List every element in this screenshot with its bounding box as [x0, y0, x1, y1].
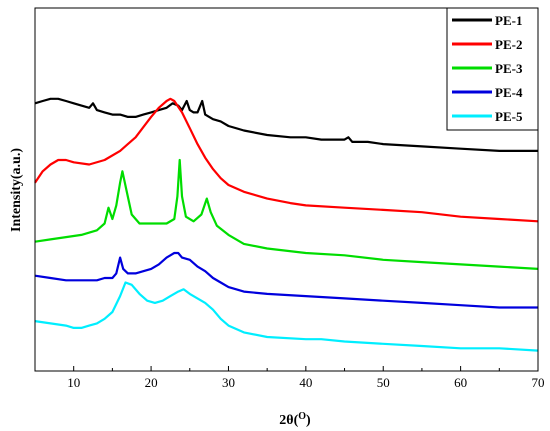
x-tick-label: 60: [454, 375, 467, 390]
plot-frame: [34, 7, 539, 372]
legend-label-pe-1: PE-1: [495, 13, 522, 28]
series-line-pe-2: [34, 97, 539, 223]
series-line-pe-1: [34, 97, 538, 152]
x-tick-label: 50: [377, 375, 390, 390]
series-line-pe-5: [34, 281, 539, 352]
series-line-pe-3: [34, 158, 539, 270]
series-layer: [34, 97, 539, 352]
y-axis-title: Intensity(a.u.): [9, 148, 24, 232]
x-tick-label: 10: [67, 375, 80, 390]
x-axis-ticks: 10 20 30 40 50 60 70: [34, 366, 545, 390]
series-line-pe-4: [34, 251, 538, 309]
legend-label-pe-3: PE-3: [495, 61, 523, 76]
legend-label-pe-4: PE-4: [495, 85, 523, 100]
x-tick-label: 70: [532, 375, 545, 390]
legend-label-pe-2: PE-2: [495, 37, 522, 52]
x-tick-label: 20: [145, 375, 158, 390]
x-tick-label: 30: [222, 375, 235, 390]
legend-label-pe-5: PE-5: [495, 109, 523, 124]
x-tick-label: 40: [299, 375, 312, 390]
x-axis-title: 2θ(O): [279, 411, 311, 428]
legend: PE-1 PE-2 PE-3 PE-4 PE-5: [446, 7, 539, 131]
